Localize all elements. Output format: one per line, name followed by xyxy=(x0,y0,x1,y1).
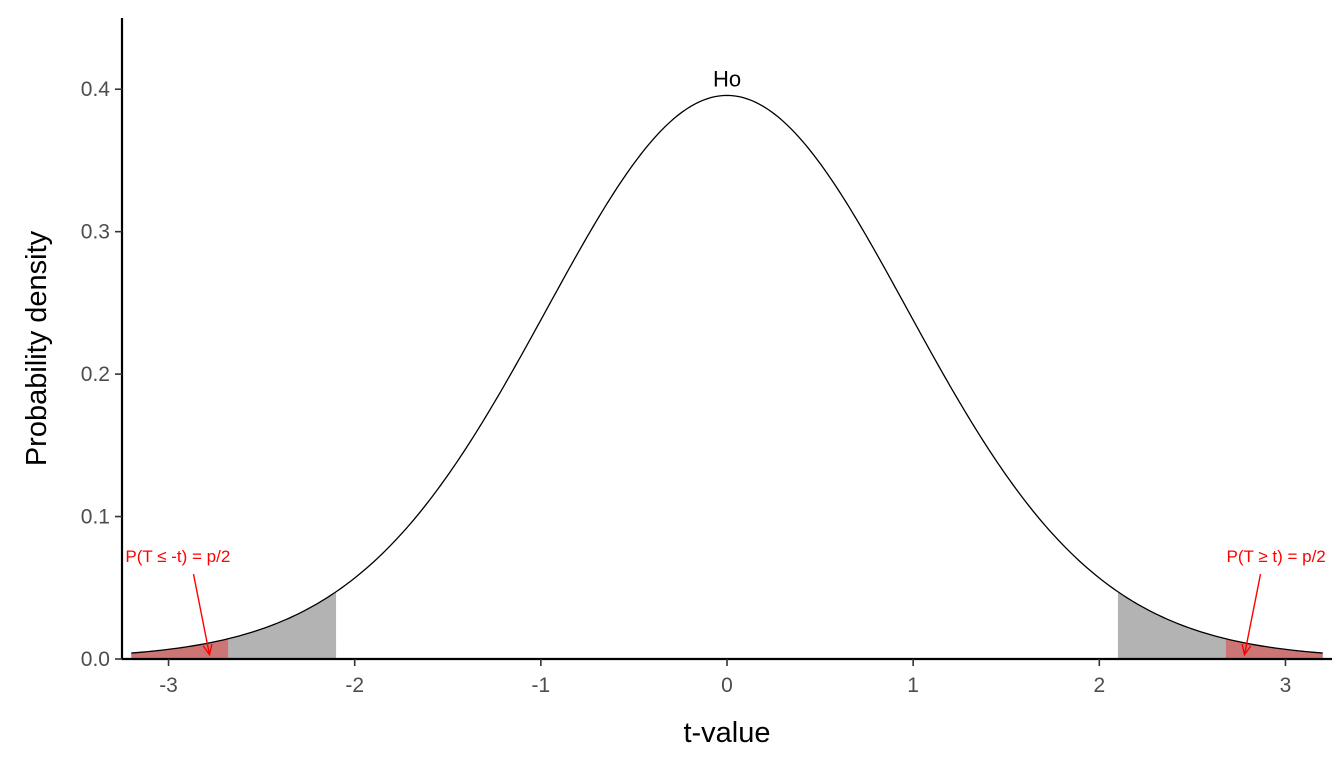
tail-arrow-shaft xyxy=(1243,574,1262,655)
x-tick-label: 2 xyxy=(1093,674,1105,697)
density-curve-layer xyxy=(131,94,1323,654)
axes xyxy=(120,18,1332,661)
shaded-region-1 xyxy=(1117,591,1323,659)
x-tick-label: -1 xyxy=(532,674,551,697)
shaded-region-0 xyxy=(131,591,337,659)
shaded-region-3 xyxy=(1225,638,1323,659)
x-axis-title: t-value xyxy=(683,717,770,749)
tail-probability-label: P(T ≥ t) = p/2 xyxy=(1227,547,1326,566)
tail-arrow-shaft xyxy=(192,574,211,655)
x-tick-label: -2 xyxy=(345,674,364,697)
y-tick-label: 0.3 xyxy=(81,221,110,244)
tail-arrow-head xyxy=(202,643,213,657)
tail-probability-label: P(T ≤ -t) = p/2 xyxy=(125,547,230,566)
y-tick-label: 0.2 xyxy=(81,363,110,386)
y-tick-label: 0.1 xyxy=(81,506,110,529)
x-tick-label: 0 xyxy=(721,674,733,697)
annotations: P(T ≤ -t) = p/2 P(T ≥ t) = p/2 xyxy=(125,547,1326,657)
peak-label: Ho xyxy=(713,66,741,91)
density-curve xyxy=(131,94,1323,654)
tick-marks-and-labels: -3 -2 -1 0 1 2 3 0.0 0.1 0.2 0.3 0.4 xyxy=(81,78,1292,697)
tail-arrow-head xyxy=(1241,643,1252,657)
x-tick-label: 3 xyxy=(1280,674,1292,697)
x-tick-label: -3 xyxy=(159,674,178,697)
shaded-region-2 xyxy=(131,638,229,659)
y-tick-label: 0.4 xyxy=(81,78,111,101)
y-axis-title: Probability density xyxy=(21,230,53,466)
y-tick-label: 0.0 xyxy=(81,648,110,671)
shaded-regions xyxy=(131,591,1323,659)
x-tick-label: 1 xyxy=(907,674,919,697)
